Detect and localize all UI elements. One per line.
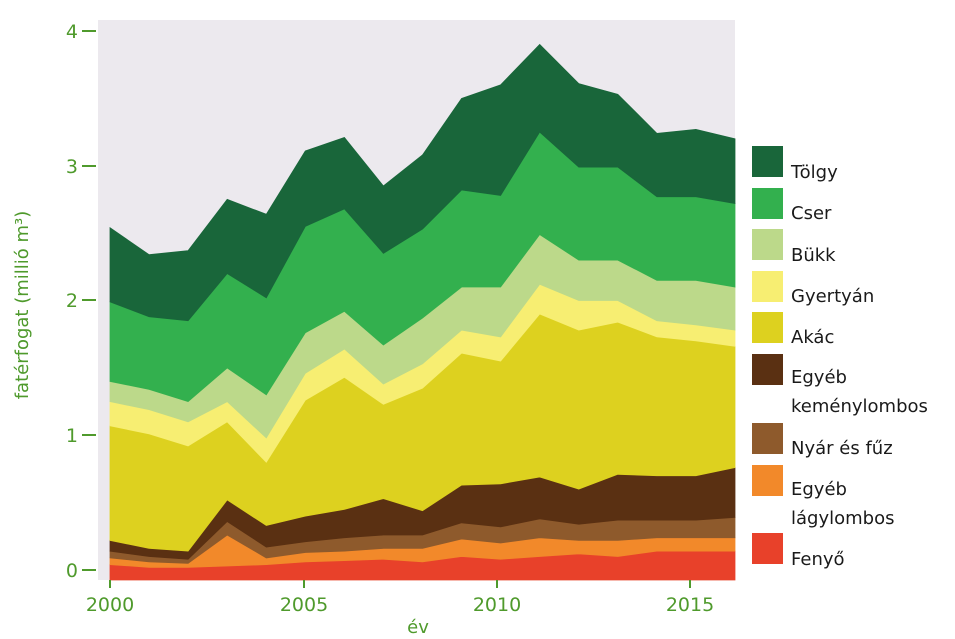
x-tick-label: 2015 — [666, 594, 714, 616]
legend-label-fenyo: Fenyő — [791, 549, 845, 570]
legend-swatch-gyertyan — [752, 271, 783, 302]
x-tick-label: 2005 — [280, 594, 328, 616]
y-tick-label: 4 — [66, 21, 78, 43]
y-tick-label: 3 — [66, 156, 78, 178]
legend-swatch-egyeb-lagylombos — [752, 465, 783, 496]
legend-swatch-bukk — [752, 229, 783, 260]
legend: Tölgy Cser Bükk Gyertyán Akác Egyéb kemé… — [752, 146, 928, 570]
legend-swatch-akac — [752, 312, 783, 343]
area-layers — [109, 43, 736, 581]
legend-label-egyeb-kemenylombos: Egyéb keménylombos — [791, 367, 928, 417]
legend-label-nyar-es-fuz: Nyár és fűz — [791, 438, 893, 459]
legend-swatch-nyar-es-fuz — [752, 423, 783, 454]
legend-label-cser: Cser — [791, 203, 832, 224]
legend-swatch-cser — [752, 188, 783, 219]
x-tick-label: 2010 — [473, 594, 521, 616]
y-tick-label: 0 — [66, 560, 78, 582]
legend-swatch-tolgy — [752, 146, 783, 177]
x-axis: 2000 2005 2010 2015 — [86, 580, 714, 616]
y-axis-title: fatérfogat (millió m³) — [12, 211, 33, 400]
legend-label-line: lágylombos — [791, 508, 894, 529]
legend-label-egyeb-lagylombos: Egyéb lágylombos — [791, 479, 894, 529]
y-tick-label: 2 — [66, 290, 78, 312]
legend-label-bukk: Bükk — [791, 245, 836, 266]
legend-label-tolgy: Tölgy — [790, 162, 838, 183]
legend-label-line: Egyéb — [791, 367, 847, 388]
legend-swatch-egyeb-kemenylombos — [752, 354, 783, 385]
x-tick-label: 2000 — [86, 594, 134, 616]
area-tolgy — [109, 43, 736, 322]
legend-label-gyertyan: Gyertyán — [791, 286, 874, 307]
legend-swatch-fenyo — [752, 533, 783, 564]
legend-label-line: Egyéb — [791, 479, 847, 500]
legend-label-akac: Akác — [791, 327, 834, 348]
x-axis-title: év — [407, 617, 429, 638]
y-axis: 0 1 2 3 4 — [66, 21, 96, 582]
legend-label-line: keménylombos — [791, 396, 928, 417]
y-tick-label: 1 — [66, 425, 78, 447]
